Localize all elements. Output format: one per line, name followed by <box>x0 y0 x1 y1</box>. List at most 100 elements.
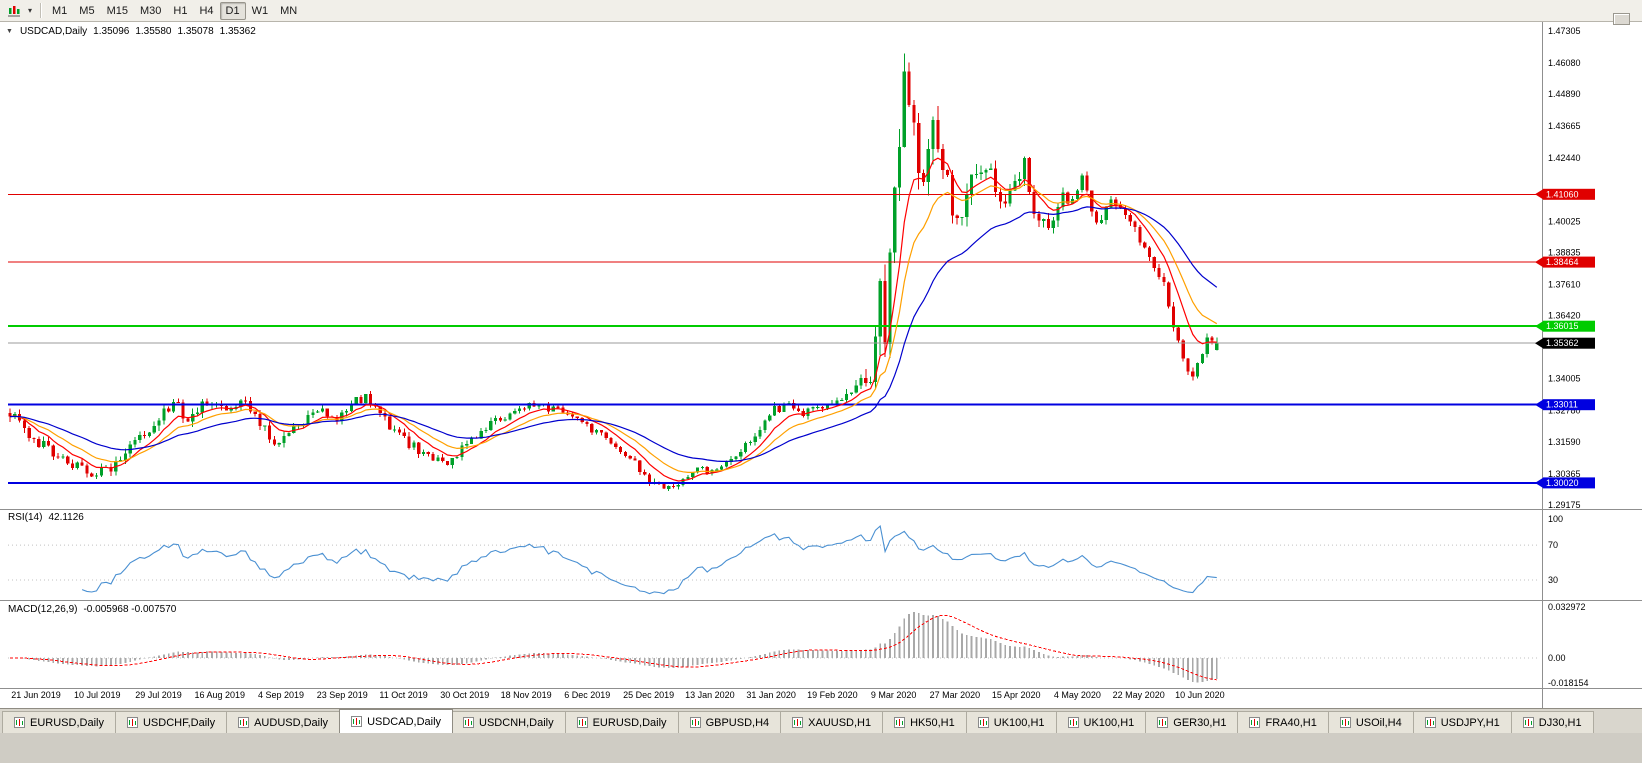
timeframe-button-mn[interactable]: MN <box>280 4 298 17</box>
svg-text:23 Sep 2019: 23 Sep 2019 <box>317 690 368 700</box>
svg-text:10 Jul 2019: 10 Jul 2019 <box>74 690 121 700</box>
header-high-value: 1.35580 <box>135 26 172 37</box>
svg-text:18 Nov 2019: 18 Nov 2019 <box>501 690 552 700</box>
chart-tab-12-fra40-h1[interactable]: FRA40,H1 <box>1238 711 1329 733</box>
chart-tab-icon <box>126 717 138 728</box>
timeframe-button-h1[interactable]: H1 <box>173 4 188 17</box>
macd-name: MACD(12,26,9) <box>8 604 78 615</box>
chart-tab-label: FRA40,H1 <box>1265 716 1317 729</box>
svg-text:10 Jun 2020: 10 Jun 2020 <box>1175 690 1225 700</box>
chart-tab-1-usdchf-daily[interactable]: USDCHF,Daily <box>115 711 228 733</box>
chart-tab-label: DJ30,H1 <box>1538 716 1582 729</box>
timeframe-button-m1[interactable]: M1 <box>52 4 68 17</box>
chart-tab-label: GER30,H1 <box>1173 716 1227 729</box>
svg-text:29 Jul 2019: 29 Jul 2019 <box>135 690 182 700</box>
header-close-value: 1.35362 <box>219 26 256 37</box>
svg-text:30: 30 <box>1548 575 1558 585</box>
timeframe-button-h4[interactable]: H4 <box>199 4 214 17</box>
svg-text:1.47305: 1.47305 <box>1548 26 1581 36</box>
svg-text:15 Apr 2020: 15 Apr 2020 <box>992 690 1041 700</box>
chart-tab-label: USDJPY,H1 <box>1440 716 1500 729</box>
chart-tab-icon <box>1522 717 1534 728</box>
svg-text:27 Mar 2020: 27 Mar 2020 <box>930 690 981 700</box>
timeframe-button-d1[interactable]: D1 <box>219 1 246 20</box>
svg-text:100: 100 <box>1548 514 1563 524</box>
price-chart-canvas[interactable]: 100 70 30 0.032972 0.00 -0.018154 1.47305 1.460… <box>0 22 1642 708</box>
chart-tab-3-usdcad-daily[interactable]: USDCAD,Daily <box>339 709 454 733</box>
scrollbar-button[interactable] <box>1613 13 1630 25</box>
chart-tab-label: EURUSD,Daily <box>592 716 667 729</box>
svg-text:1.46080: 1.46080 <box>1548 58 1581 68</box>
svg-text:0.032972: 0.032972 <box>1548 602 1586 612</box>
svg-text:1.30020: 1.30020 <box>1546 478 1579 488</box>
rsi-indicator-label: RSI(14) 42.1126 <box>8 512 84 523</box>
chart-tab-icon <box>792 717 804 728</box>
chart-tab-icon <box>351 716 363 727</box>
oneclick-trading-arrow-icon[interactable]: ▼ <box>6 28 13 35</box>
timeframe-button-m30[interactable]: M30 <box>139 4 162 17</box>
chart-tab-label: USOil,H4 <box>1355 716 1402 729</box>
timeframe-buttons-group: M1 M5 M15 M30 H1 H4 D1 W1 MN <box>46 1 303 20</box>
price-level-lines[interactable] <box>8 193 1540 484</box>
rsi-name: RSI(14) <box>8 512 43 523</box>
svg-text:1.40025: 1.40025 <box>1548 216 1581 226</box>
panel-separators[interactable] <box>0 22 1642 708</box>
svg-text:1.34005: 1.34005 <box>1548 374 1581 384</box>
chart-tab-icon <box>1339 717 1351 728</box>
price-axis[interactable]: 1.47305 1.46080 1.44890 1.43665 1.42440 1.400… <box>1548 26 1581 510</box>
timeframe-toolbar: ▾ M1 M5 M15 M30 H1 H4 D1 W1 MN <box>0 0 1642 22</box>
chart-tab-label: USDCHF,Daily <box>142 716 216 729</box>
chart-tab-8-hk50-h1[interactable]: HK50,H1 <box>883 711 967 733</box>
chart-tab-11-ger30-h1[interactable]: GER30,H1 <box>1146 711 1239 733</box>
chart-tab-bar: EURUSD,Daily USDCHF,Daily AUDUSD,Daily USDC… <box>0 708 1642 733</box>
chart-tab-0-eurusd-daily[interactable]: EURUSD,Daily <box>2 711 116 733</box>
ma-line-medium <box>9 183 1218 473</box>
chart-tab-label: XAUUSD,H1 <box>808 716 872 729</box>
macd-indicator-label: MACD(12,26,9) -0.005968 -0.007570 <box>8 604 176 615</box>
price-badges: 1.41060 1.38464 1.36015 1.33011 1.30020 1.353… <box>1535 188 1595 489</box>
svg-text:1.37610: 1.37610 <box>1548 280 1581 290</box>
chart-tab-label: GBPUSD,H4 <box>705 716 770 729</box>
chart-tab-label: HK50,H1 <box>910 716 955 729</box>
chart-tab-7-xauusd-h1[interactable]: XAUUSD,H1 <box>781 711 884 733</box>
rsi-line <box>81 524 1217 595</box>
chart-tab-14-usdjpy-h1[interactable]: USDJPY,H1 <box>1413 711 1512 733</box>
chart-tab-label: UK100,H1 <box>1083 716 1135 729</box>
chart-tab-icon <box>977 717 989 728</box>
chart-tab-icon <box>576 717 588 728</box>
svg-text:1.38464: 1.38464 <box>1546 257 1579 267</box>
chart-tab-icon <box>894 717 906 728</box>
chart-tab-15-dj30-h1[interactable]: DJ30,H1 <box>1511 711 1594 733</box>
chart-tab-4-usdcnh-daily[interactable]: USDCNH,Daily <box>452 711 566 733</box>
svg-text:1.41060: 1.41060 <box>1546 189 1579 199</box>
chart-tab-5-eurusd-daily[interactable]: EURUSD,Daily <box>565 711 679 733</box>
chart-tab-2-audusd-daily[interactable]: AUDUSD,Daily <box>227 711 341 733</box>
rsi-panel: 100 70 30 <box>8 514 1563 595</box>
svg-text:25 Dec 2019: 25 Dec 2019 <box>623 690 674 700</box>
timeframe-button-m15[interactable]: M15 <box>106 4 128 17</box>
svg-text:1.32780: 1.32780 <box>1548 406 1581 416</box>
chart-tab-6-gbpusd-h4[interactable]: GBPUSD,H4 <box>678 711 782 733</box>
svg-text:31 Jan 2020: 31 Jan 2020 <box>746 690 796 700</box>
svg-text:1.44890: 1.44890 <box>1548 89 1581 99</box>
svg-text:4 Sep 2019: 4 Sep 2019 <box>258 690 304 700</box>
svg-text:-0.018154: -0.018154 <box>1548 678 1589 688</box>
time-axis[interactable]: 21 Jun 2019 10 Jul 2019 29 Jul 2019 16 Aug … <box>11 690 1224 700</box>
svg-text:0.00: 0.00 <box>1548 653 1566 663</box>
timeframe-button-w1[interactable]: W1 <box>251 4 269 17</box>
ma-line-slow <box>9 206 1218 462</box>
chart-tab-9-uk100-h1[interactable]: UK100,H1 <box>966 711 1057 733</box>
dropdown-caret-icon[interactable]: ▾ <box>27 6 32 15</box>
chart-tab-13-usoil-h4[interactable]: USOil,H4 <box>1328 711 1414 733</box>
chart-tab-icon <box>1424 717 1436 728</box>
chart-type-icon[interactable] <box>4 2 24 20</box>
chart-tab-label: USDCNH,Daily <box>479 716 554 729</box>
svg-text:1.31590: 1.31590 <box>1548 437 1581 447</box>
chart-tab-10-uk100-h1[interactable]: UK100,H1 <box>1056 711 1147 733</box>
svg-text:4 May 2020: 4 May 2020 <box>1054 690 1101 700</box>
timeframe-button-m5[interactable]: M5 <box>79 4 95 17</box>
svg-text:30 Oct 2019: 30 Oct 2019 <box>440 690 489 700</box>
svg-text:13 Jan 2020: 13 Jan 2020 <box>685 690 735 700</box>
svg-text:22 May 2020: 22 May 2020 <box>1113 690 1165 700</box>
chart-symbol-header: ▼ USDCAD,Daily 1.35096 1.35580 1.35078 1… <box>6 26 256 37</box>
